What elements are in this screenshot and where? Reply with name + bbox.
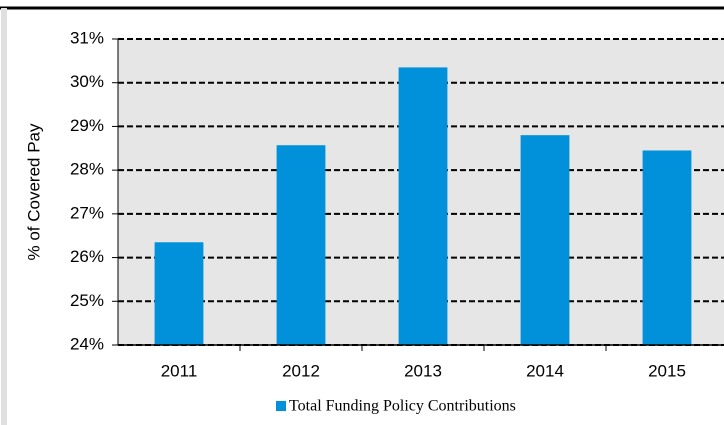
x-tick-label: 2012 [282, 361, 320, 380]
x-tick-label: 2013 [404, 361, 442, 380]
bar [154, 242, 204, 345]
y-tick-label: 27% [70, 203, 104, 222]
bar [398, 67, 448, 346]
y-tick-label: 31% [70, 28, 104, 47]
y-tick-label: 24% [70, 334, 104, 353]
x-tick-label: 2014 [526, 361, 564, 380]
x-tick-label: 2015 [648, 361, 686, 380]
bar [642, 150, 692, 345]
y-tick-label: 28% [70, 160, 104, 179]
y-tick-label: 26% [70, 247, 104, 266]
legend-label: Total Funding Policy Contributions [289, 398, 516, 415]
y-tick-label: 29% [70, 116, 104, 135]
x-tick-label: 2011 [161, 361, 198, 380]
y-tick-label: 25% [70, 291, 104, 310]
y-axis-label: % of Covered Pay [24, 123, 43, 261]
bar [276, 145, 326, 345]
legend-swatch [276, 401, 286, 411]
y-tick-label: 30% [70, 72, 104, 91]
bar [520, 135, 570, 345]
